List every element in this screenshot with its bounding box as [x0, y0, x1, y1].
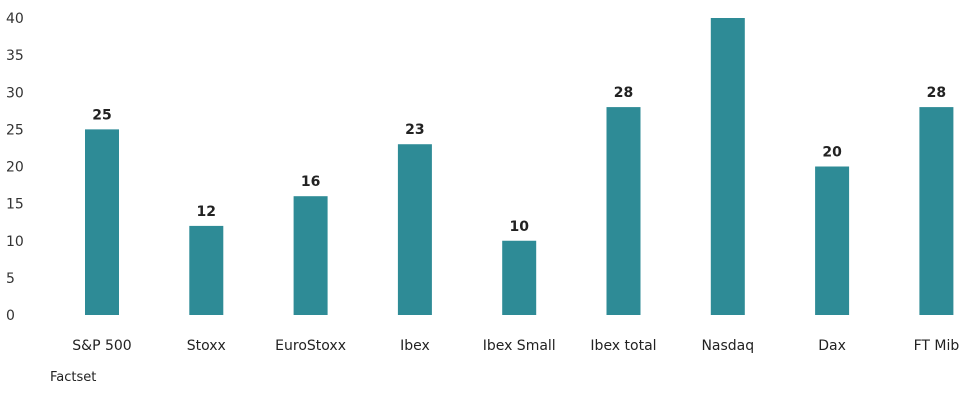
data-label: 28 [927, 85, 946, 101]
y-tick-label: 5 [6, 271, 15, 287]
bar [85, 129, 119, 315]
y-tick-label: 20 [6, 160, 24, 176]
y-tick-label: 30 [6, 85, 24, 101]
x-tick-label: Nasdaq [701, 338, 754, 354]
data-labels: 25 12 16 23 10 28 20 28 [92, 85, 946, 235]
data-label: 16 [301, 174, 320, 190]
y-tick-label: 35 [6, 48, 24, 64]
y-tick-label: 25 [6, 122, 24, 138]
y-tick-label: 40 [6, 11, 24, 27]
data-label: 28 [614, 85, 633, 101]
y-tick-label: 10 [6, 234, 24, 250]
bar [815, 166, 850, 315]
y-tick-label: 0 [6, 308, 15, 324]
bars [85, 18, 954, 315]
bar [293, 196, 328, 315]
source-note: Factset [50, 370, 97, 385]
x-tick-label: FT Mib [914, 338, 960, 354]
x-tick-label: S&P 500 [72, 338, 131, 354]
data-label: 23 [405, 122, 424, 138]
bar [502, 240, 537, 315]
data-label: 12 [197, 204, 216, 220]
bar [397, 144, 432, 315]
x-tick-label: Ibex [400, 338, 430, 354]
x-axis: S&P 500 Stoxx EuroStoxx Ibex Ibex Small Ibex … [72, 338, 959, 354]
data-label: 20 [822, 145, 842, 161]
y-tick-label: 15 [6, 197, 24, 213]
x-tick-label: Ibex Small [483, 338, 556, 354]
x-tick-label: Dax [818, 338, 846, 354]
data-label: 10 [509, 219, 529, 235]
bar [710, 18, 745, 315]
y-axis: 0 5 10 15 20 25 30 35 40 [6, 11, 24, 324]
x-tick-label: Ibex total [590, 338, 656, 354]
x-tick-label: EuroStoxx [275, 338, 346, 354]
bar [919, 107, 954, 315]
bar [189, 225, 224, 315]
bar [606, 107, 641, 315]
x-tick-label: Stoxx [187, 338, 226, 354]
data-label: 25 [92, 107, 111, 123]
